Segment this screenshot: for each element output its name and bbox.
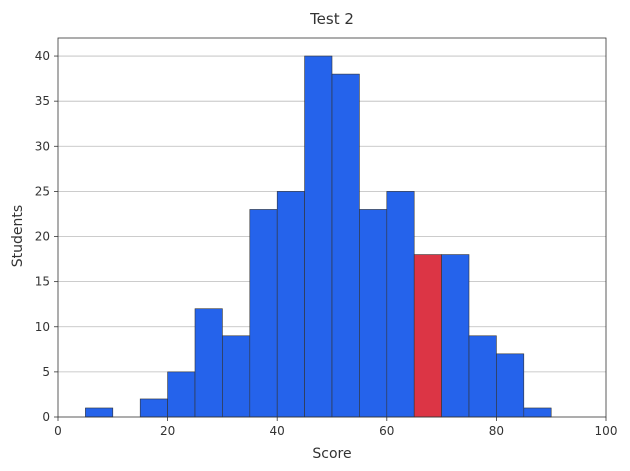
bar-35-40 <box>249 209 278 418</box>
bar-30-35 <box>222 335 251 418</box>
y-tick-label-5: 5 <box>42 365 50 379</box>
y-tick-label-0: 0 <box>42 410 50 424</box>
x-tick-label-20: 20 <box>160 424 175 438</box>
bar-80-85 <box>496 353 525 418</box>
bars <box>85 55 552 418</box>
bar-5-10 <box>85 407 114 418</box>
y-axis-ticks: 0 5 10 15 20 25 30 35 40 <box>35 49 58 424</box>
bar-65-70-highlighted <box>413 254 442 418</box>
y-tick-label-40: 40 <box>35 49 50 63</box>
y-tick-label-25: 25 <box>35 184 50 198</box>
bar-20-25 <box>167 371 196 418</box>
y-tick-label-30: 30 <box>35 139 50 153</box>
x-tick-label-0: 0 <box>54 424 62 438</box>
bar-60-65 <box>386 191 415 418</box>
bar-15-20 <box>139 398 168 418</box>
plot-frame <box>57 37 607 418</box>
bar-75-80 <box>468 335 497 418</box>
y-tick-label-20: 20 <box>35 230 50 244</box>
y-axis-label: Students <box>10 205 26 267</box>
y-tick-label-10: 10 <box>35 320 50 334</box>
x-tick-label-100: 100 <box>595 424 618 438</box>
x-axis-label: Score <box>312 446 351 462</box>
x-tick-label-80: 80 <box>489 424 504 438</box>
bar-55-60 <box>359 209 388 418</box>
bar-45-50 <box>304 55 333 418</box>
x-tick-label-60: 60 <box>379 424 394 438</box>
x-tick-label-40: 40 <box>270 424 285 438</box>
chart-title: Test 2 <box>309 10 354 28</box>
y-tick-label-15: 15 <box>35 275 50 289</box>
bar-50-55 <box>331 73 360 418</box>
bar-40-45 <box>276 191 305 418</box>
y-tick-label-35: 35 <box>35 94 50 108</box>
x-axis-ticks: 0 20 40 60 80 100 <box>54 417 617 438</box>
bar-25-30 <box>194 308 223 418</box>
bar-85-90 <box>523 407 552 418</box>
bar-70-75 <box>441 254 470 418</box>
